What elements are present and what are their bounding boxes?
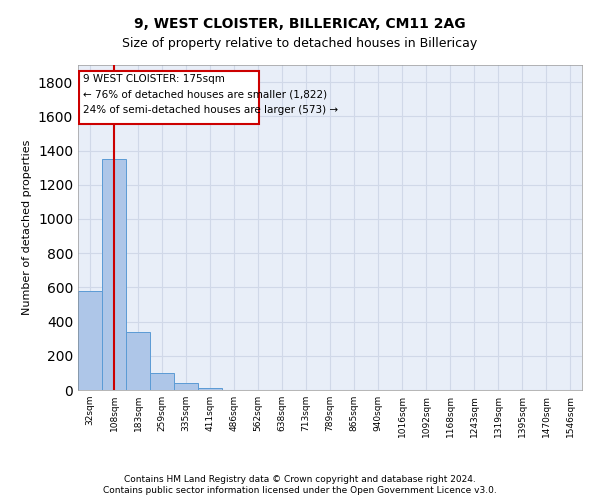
Text: 9, WEST CLOISTER, BILLERICAY, CM11 2AG: 9, WEST CLOISTER, BILLERICAY, CM11 2AG xyxy=(134,18,466,32)
Text: 9 WEST CLOISTER: 175sqm
← 76% of detached houses are smaller (1,822)
24% of semi: 9 WEST CLOISTER: 175sqm ← 76% of detache… xyxy=(83,74,338,115)
Bar xyxy=(126,332,150,390)
Text: Size of property relative to detached houses in Billericay: Size of property relative to detached ho… xyxy=(122,38,478,51)
Bar xyxy=(174,383,198,390)
Y-axis label: Number of detached properties: Number of detached properties xyxy=(22,140,32,315)
FancyBboxPatch shape xyxy=(79,71,259,124)
Bar xyxy=(102,159,126,390)
Bar xyxy=(150,373,174,390)
Bar xyxy=(78,291,102,390)
Bar xyxy=(198,388,222,390)
Text: Contains public sector information licensed under the Open Government Licence v3: Contains public sector information licen… xyxy=(103,486,497,495)
Text: Contains HM Land Registry data © Crown copyright and database right 2024.: Contains HM Land Registry data © Crown c… xyxy=(124,475,476,484)
